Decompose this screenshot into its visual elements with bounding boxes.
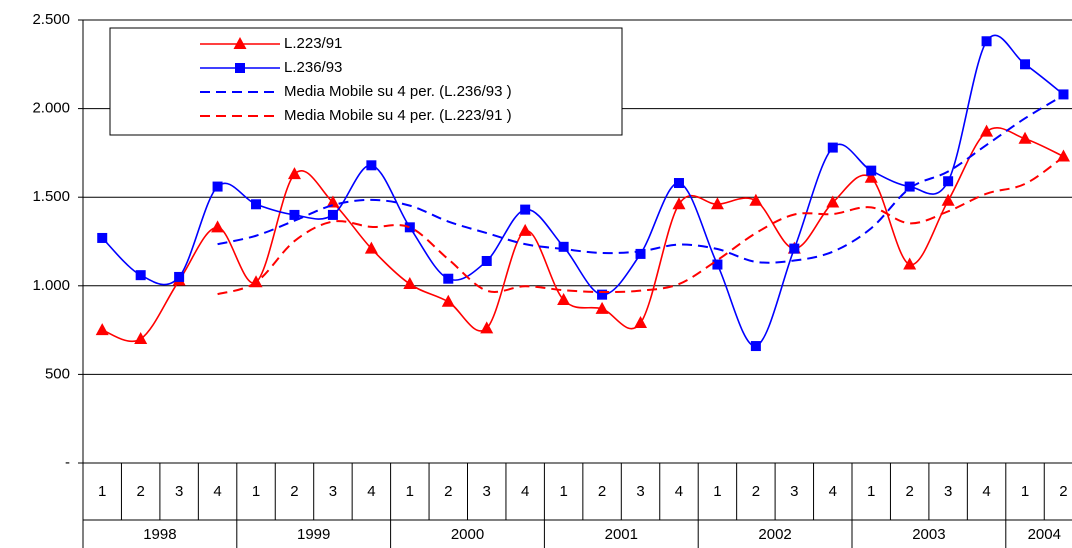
marker	[364, 241, 378, 254]
x-group-label: 2004	[1028, 526, 1061, 543]
marker	[235, 63, 245, 73]
x-group-label: 1998	[143, 526, 176, 543]
y-tick-label: 1.000	[32, 277, 70, 294]
marker	[557, 292, 571, 305]
marker	[980, 124, 994, 137]
x-tick-label: 3	[483, 483, 491, 500]
x-tick-label: 4	[213, 483, 221, 500]
marker	[710, 197, 724, 210]
marker	[326, 195, 340, 208]
x-tick-label: 1	[1021, 483, 1029, 500]
y-tick-label: 2.500	[32, 11, 70, 28]
marker	[233, 37, 247, 49]
marker	[827, 142, 838, 153]
marker	[1058, 89, 1069, 100]
series-line	[101, 127, 1064, 343]
x-tick-label: 4	[675, 483, 683, 500]
marker	[597, 289, 608, 300]
x-tick-label: 1	[252, 483, 260, 500]
x-tick-label: 2	[752, 483, 760, 500]
marker	[712, 259, 723, 270]
marker	[789, 243, 800, 254]
y-tick-label: 500	[45, 365, 70, 382]
x-group-label: 1999	[297, 526, 330, 543]
x-tick-label: 3	[175, 483, 183, 500]
marker	[441, 294, 455, 307]
legend-box	[109, 27, 623, 136]
marker	[904, 181, 915, 192]
marker	[289, 209, 300, 220]
marker	[97, 232, 108, 243]
x-tick-label: 3	[329, 483, 337, 500]
marker	[981, 36, 992, 47]
x-tick-label: 3	[944, 483, 952, 500]
marker	[749, 193, 763, 206]
marker	[1018, 131, 1032, 144]
marker	[903, 257, 917, 270]
marker	[941, 193, 955, 206]
legend-label: L.236/93	[284, 59, 342, 76]
marker	[211, 220, 225, 233]
marker	[443, 273, 454, 284]
marker	[634, 316, 648, 329]
series-line	[217, 94, 1064, 264]
x-group-label: 2003	[912, 526, 945, 543]
x-tick-label: 1	[713, 483, 721, 500]
x-tick-label: 2	[906, 483, 914, 500]
marker	[943, 176, 954, 187]
x-tick-label: 1	[867, 483, 875, 500]
marker	[481, 255, 492, 266]
series-line	[217, 156, 1065, 296]
x-tick-label: 2	[137, 483, 145, 500]
marker	[403, 277, 417, 290]
x-tick-label: 3	[790, 483, 798, 500]
marker	[1020, 59, 1031, 70]
marker	[672, 197, 686, 210]
marker	[174, 271, 185, 282]
marker	[95, 323, 109, 336]
marker	[327, 209, 338, 220]
x-tick-label: 2	[444, 483, 452, 500]
x-tick-label: 3	[636, 483, 644, 500]
x-tick-label: 1	[98, 483, 106, 500]
x-tick-label: 4	[521, 483, 529, 500]
y-tick-label: -	[65, 454, 70, 471]
marker	[595, 301, 609, 314]
x-tick-label: 1	[406, 483, 414, 500]
marker	[673, 178, 684, 189]
x-tick-label: 4	[829, 483, 837, 500]
marker	[826, 195, 840, 208]
marker	[134, 331, 148, 344]
marker	[866, 165, 877, 176]
marker	[404, 222, 415, 233]
x-tick-label: 1	[559, 483, 567, 500]
marker	[558, 241, 569, 252]
y-tick-label: 2.000	[32, 100, 70, 117]
marker	[251, 199, 262, 210]
legend-label: Media Mobile su 4 per. (L.236/93 )	[284, 83, 512, 100]
marker	[480, 321, 494, 334]
marker	[520, 204, 531, 215]
marker	[864, 170, 878, 183]
x-group-label: 2000	[451, 526, 484, 543]
x-tick-label: 4	[982, 483, 990, 500]
x-tick-label: 4	[367, 483, 375, 500]
x-group-label: 2002	[758, 526, 791, 543]
x-tick-label: 2	[598, 483, 606, 500]
legend-label: L.223/91	[284, 35, 342, 52]
x-group-label: 2001	[605, 526, 638, 543]
marker	[518, 223, 532, 236]
legend-label: Media Mobile su 4 per. (L.223/91 )	[284, 107, 512, 124]
marker	[635, 248, 646, 259]
x-tick-label: 2	[1059, 483, 1067, 500]
marker	[135, 270, 146, 281]
y-tick-label: 1.500	[32, 188, 70, 205]
x-tick-label: 2	[290, 483, 298, 500]
marker	[750, 341, 761, 352]
marker	[287, 167, 301, 180]
marker	[366, 160, 377, 171]
marker	[212, 181, 223, 192]
